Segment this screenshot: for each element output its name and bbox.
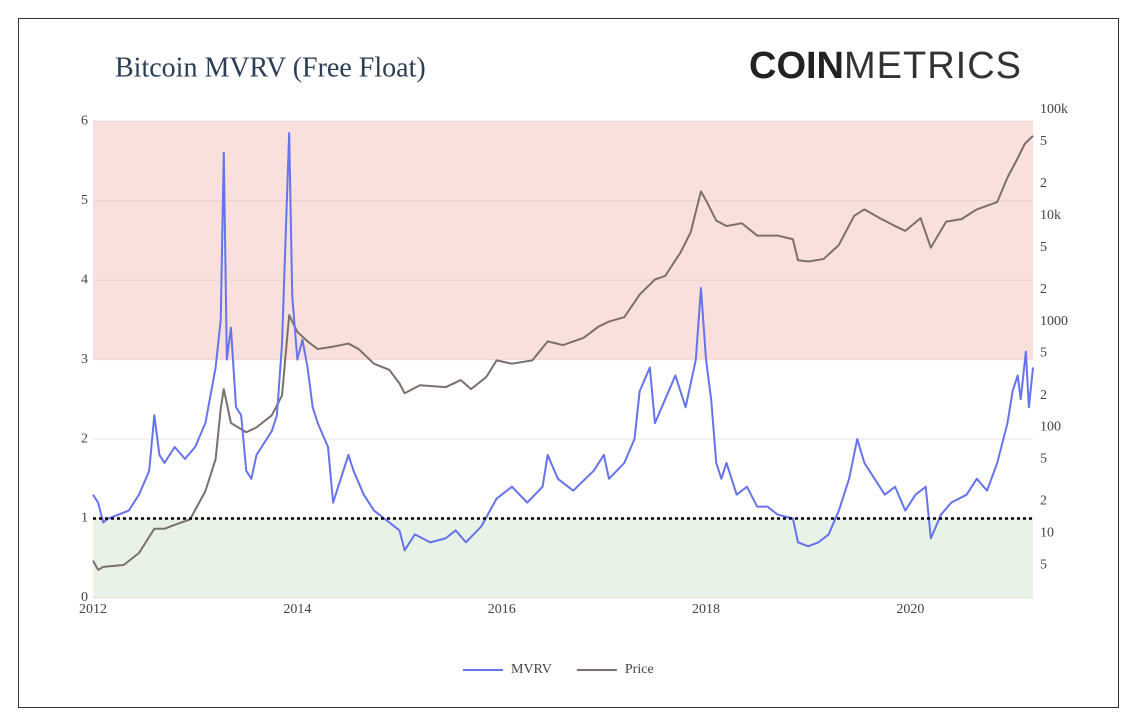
brand-bold: COIN — [749, 45, 844, 87]
band — [93, 518, 1033, 598]
grid — [93, 120, 1033, 599]
y2-tick-label: 10 — [1040, 525, 1054, 540]
y-tick-label: 5 — [81, 193, 88, 208]
series-line — [92, 132, 1034, 552]
y2-tick-label: 5 — [1040, 346, 1047, 361]
y2-tick-label: 2 — [1040, 494, 1047, 509]
y-tick-label: 0 — [81, 590, 88, 605]
x-tick-label: 2012 — [79, 602, 107, 617]
y2-tick-label: 100k — [1040, 102, 1068, 117]
band — [93, 121, 1033, 360]
bands — [93, 121, 1033, 598]
x-tick-label: 2016 — [488, 602, 516, 617]
y2-tick-label: 5 — [1040, 240, 1047, 255]
brand-light: METRICS — [844, 45, 1022, 87]
y-tick-label: 6 — [81, 113, 88, 128]
chart-title: Bitcoin MVRV (Free Float) — [115, 52, 426, 83]
y2-tick-label: 2 — [1040, 176, 1047, 191]
y2-tick-label: 5 — [1040, 451, 1047, 466]
y2-tick-label: 2 — [1040, 282, 1047, 297]
lines — [92, 132, 1034, 571]
legend-label: MVRV — [511, 662, 552, 677]
legend: MVRV Price — [463, 662, 654, 677]
series-line — [92, 135, 1034, 571]
axes: 0 1 2 3 4 5 6 5 10 2 5 100 2 5 1000 2 5 10k 2 5 100k 2012 2014… — [79, 102, 1068, 617]
y-tick-label: 2 — [81, 431, 88, 446]
y-tick-label: 1 — [81, 511, 88, 526]
x-tick-label: 2014 — [283, 602, 311, 617]
y2-tick-label: 5 — [1040, 134, 1047, 149]
y2-tick-label: 10k — [1040, 208, 1061, 223]
y2-tick-label: 2 — [1040, 388, 1047, 403]
brand-logo: COINMETRICS — [749, 45, 1022, 87]
x-tick-label: 2018 — [692, 602, 720, 617]
y-tick-label: 3 — [81, 352, 88, 367]
y2-tick-label: 5 — [1040, 557, 1047, 572]
x-tick-label: 2020 — [896, 602, 924, 617]
legend-label: Price — [625, 662, 654, 677]
y2-tick-label: 100 — [1040, 420, 1061, 435]
y-tick-label: 4 — [81, 272, 88, 287]
y2-tick-label: 1000 — [1040, 314, 1068, 329]
